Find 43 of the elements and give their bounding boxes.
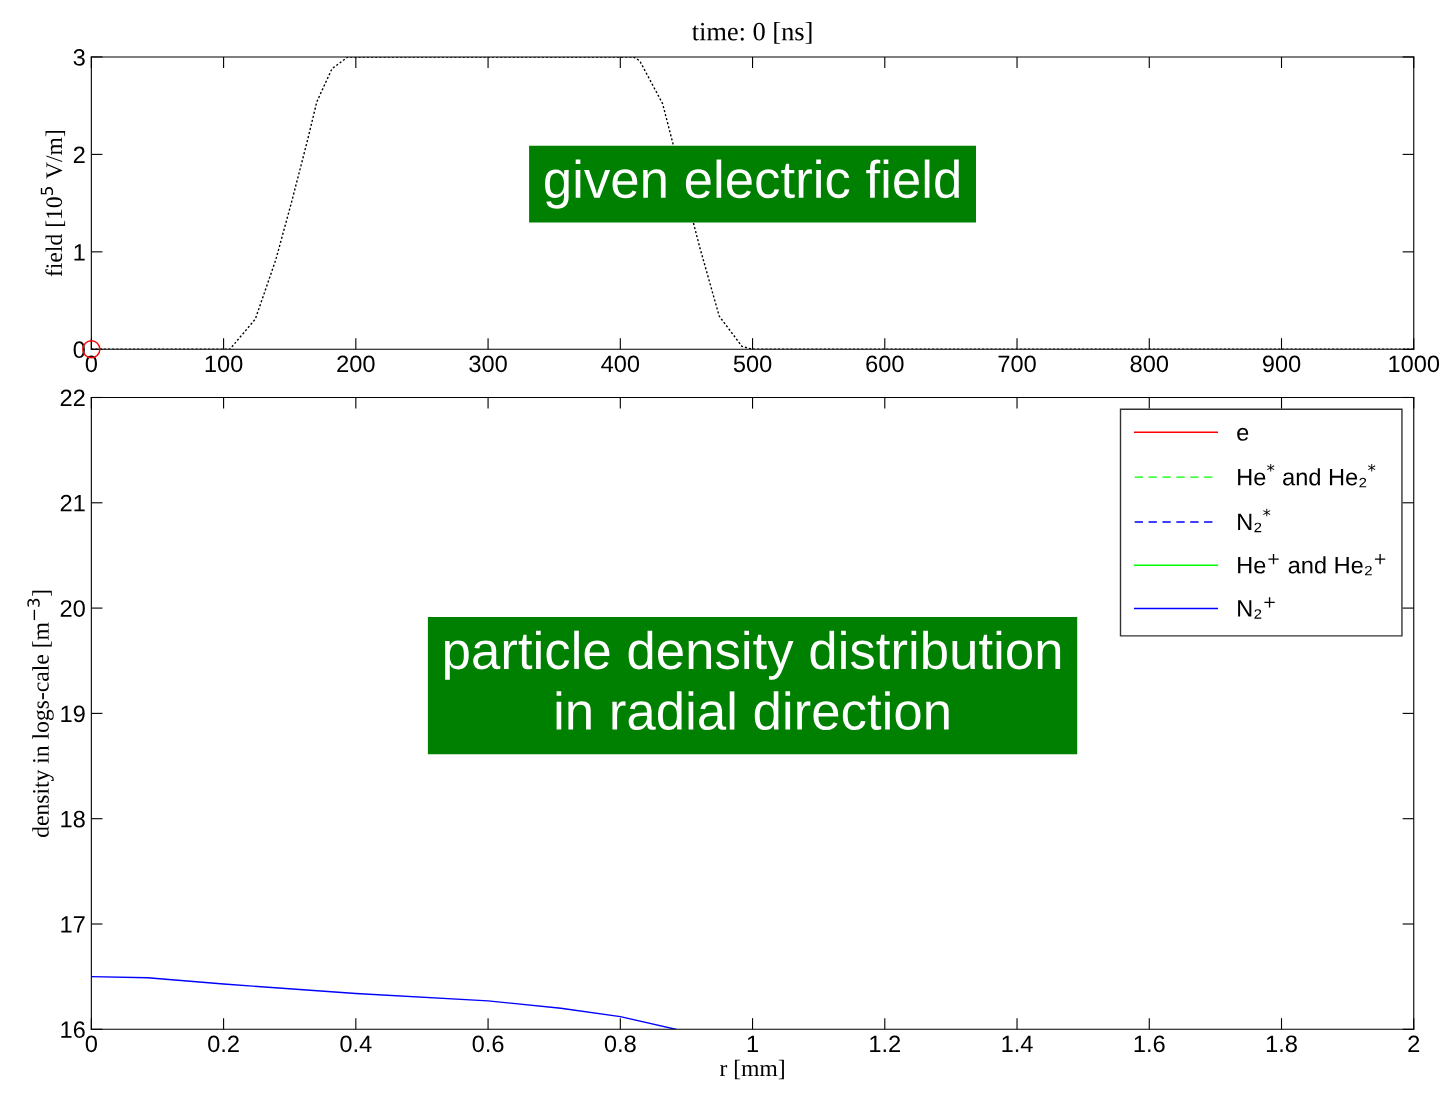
annotation: particle density distribution in radial direction [445,630,1061,731]
legend-label: He$^{+}$ and He₂$^{+}$ [1238,553,1386,576]
x-tick-label: 0.6 [472,1035,504,1053]
y-axis-title: density in logs-cale [m$^{−3}$] [27,590,54,837]
x-tick-label: 600 [866,355,904,373]
y-tick-label: 22 [60,389,85,407]
x-tick-label: 1000 [1389,355,1440,373]
legend-label: N₂$^{*}$ [1238,508,1271,533]
annotation: given electric field [545,159,959,209]
y-tick-label: 20 [60,600,85,617]
y-tick-label: 16 [61,1021,85,1039]
x-tick-label: 300 [469,355,507,373]
y-tick-label: 18 [61,810,85,828]
x-tick-label: 0.2 [208,1035,239,1053]
line-series [91,975,677,1030]
y-axis-title: field [10$^{5}$ V/m] [40,131,66,277]
y-tick-label: 2 [73,146,85,163]
legend-label: He$^{*}$ and He₂$^{*}$ [1238,463,1376,488]
x-tick-label: 800 [1130,355,1169,373]
y-tick-label: 21 [60,494,85,512]
legend-label: N₂$^{+}$ [1238,597,1275,619]
x-tick-label: 0.4 [340,1035,372,1053]
chart-title: time: 0 [ns] [691,21,812,44]
y-tick-label: 3 [73,49,85,66]
x-tick-label: 700 [998,355,1036,373]
y-tick-label: 17 [61,916,85,933]
x-tick-label: 1.2 [870,1035,901,1052]
x-tick-label: 1.4 [1002,1035,1033,1052]
x-tick-label: 0 [85,1035,97,1053]
x-tick-label: 0.8 [604,1035,636,1053]
x-tick-label: 1.6 [1134,1035,1165,1053]
y-tick-label: 1 [74,244,85,261]
legend-label: e [1237,427,1249,441]
x-axis-title: r [mm] [719,1059,784,1080]
x-tick-label: 500 [733,355,772,373]
x-tick-label: 900 [1262,355,1301,373]
x-tick-label: 100 [205,355,243,373]
x-tick-label: 400 [601,355,640,373]
x-tick-label: 1 [747,1035,758,1052]
x-tick-label: 2 [1408,1035,1420,1052]
x-tick-label: 200 [337,355,375,373]
x-tick-label: 1.8 [1266,1035,1297,1053]
y-tick-label: 19 [61,705,85,723]
